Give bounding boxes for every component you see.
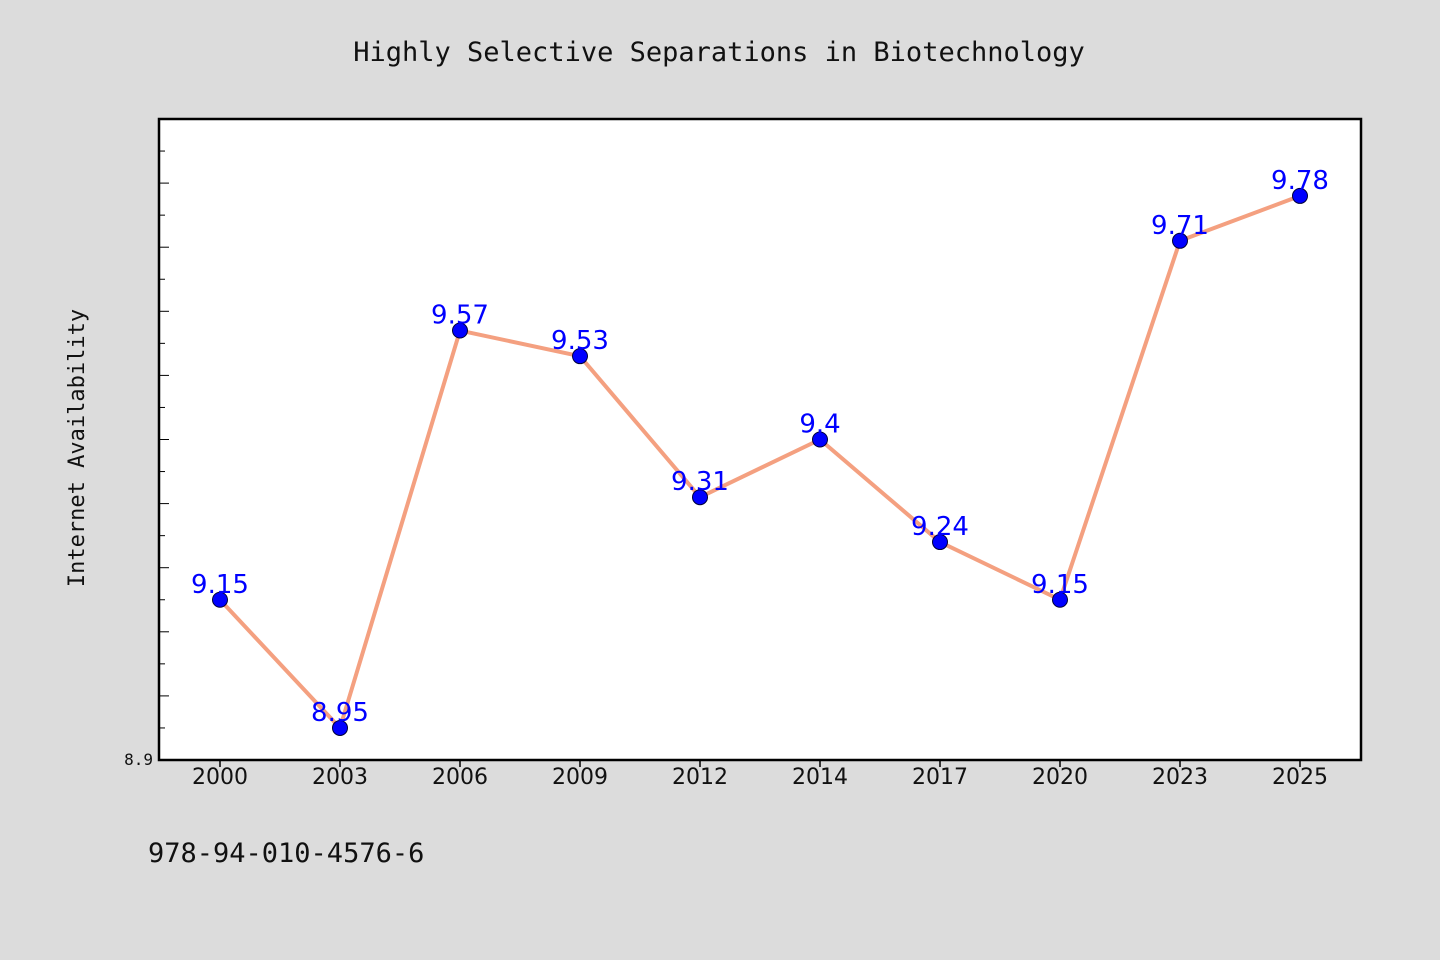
data-label: 8.95 <box>311 698 369 728</box>
data-point <box>812 431 828 448</box>
data-point <box>1052 591 1068 608</box>
data-label: 9.24 <box>911 512 969 542</box>
data-point <box>212 591 228 608</box>
x-tick-label: 2020 <box>1032 765 1088 790</box>
plot-area <box>157 117 1363 762</box>
data-series: 9.15 8.95 9.57 9.53 9.31 9.4 9.24 9.15 9.71 9.78 <box>191 166 1329 736</box>
data-point <box>932 534 948 551</box>
x-tick-label: 2009 <box>552 765 608 790</box>
data-label: 9.57 <box>431 301 489 331</box>
x-tick-label: 2014 <box>792 765 848 790</box>
data-label: 9.15 <box>191 570 249 600</box>
data-label: 9.78 <box>1271 166 1329 196</box>
data-point <box>692 489 708 506</box>
x-axis-ticks: 2000 2003 2006 2009 2012 2014 2017 2020 2023 2025 <box>192 760 1328 790</box>
data-label: 9.71 <box>1151 211 1209 241</box>
chart-title: Highly Selective Separations in Biotechn… <box>353 37 1085 68</box>
data-label: 9.53 <box>551 326 609 356</box>
data-point <box>572 348 588 365</box>
series-line <box>218 194 1301 730</box>
x-tick-label: 2023 <box>1152 765 1208 790</box>
x-tick-label: 2012 <box>672 765 728 790</box>
data-point <box>1172 232 1188 249</box>
x-tick-label: 2017 <box>912 765 968 790</box>
x-tick-label: 2000 <box>192 765 248 790</box>
y-axis-ticks: 8.9 <box>124 118 169 769</box>
data-point <box>332 719 348 736</box>
x-tick-label: 2006 <box>432 765 488 790</box>
data-label: 9.4 <box>799 410 840 440</box>
x-tick-label: 2025 <box>1272 765 1328 790</box>
y-tick-label: 8.9 <box>124 750 153 769</box>
data-point <box>452 322 468 339</box>
data-label: 9.15 <box>1031 570 1089 600</box>
data-point <box>1292 187 1308 204</box>
data-label: 9.31 <box>671 467 729 497</box>
y-axis-label: Internet Availability <box>65 309 90 587</box>
x-tick-label: 2003 <box>312 765 368 790</box>
footer-isbn: 978-94-010-4576-6 <box>148 838 424 869</box>
